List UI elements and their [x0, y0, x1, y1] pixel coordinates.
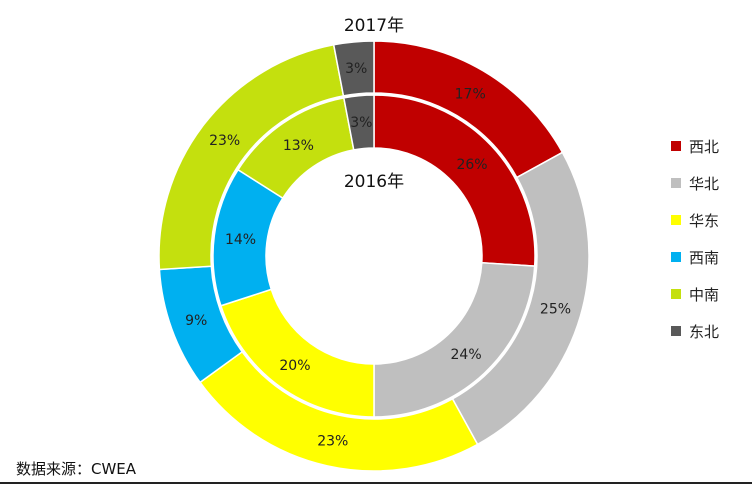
- legend-label: 西北: [689, 138, 719, 156]
- outer-data-label: 25%: [540, 302, 571, 318]
- inner-slice-5: [342, 94, 375, 151]
- legend-swatch: [671, 215, 681, 225]
- inner-data-label: 24%: [451, 347, 482, 363]
- outer-data-label: 9%: [185, 313, 207, 329]
- inner-data-label: 14%: [225, 232, 256, 248]
- legend-label: 西南: [689, 249, 719, 267]
- outer-data-label: 23%: [209, 133, 240, 149]
- legend-swatch: [671, 289, 681, 299]
- inner-data-label: 26%: [456, 157, 487, 173]
- legend-label: 华东: [689, 212, 719, 230]
- outer-data-label: 17%: [455, 86, 486, 102]
- outer-ring-title: 2017年: [344, 16, 404, 36]
- source-note: 数据来源：CWEA: [16, 460, 137, 478]
- legend-label: 华北: [689, 175, 719, 193]
- divider: [0, 482, 752, 484]
- legend-swatch: [671, 326, 681, 336]
- legend-swatch: [671, 141, 681, 151]
- inner-data-label: 3%: [350, 115, 372, 131]
- legend-label: 中南: [689, 286, 719, 304]
- outer-data-label: 3%: [345, 61, 367, 77]
- inner-data-label: 13%: [283, 138, 314, 154]
- legend-swatch: [671, 252, 681, 262]
- inner-data-label: 20%: [279, 358, 310, 374]
- inner-ring-title: 2016年: [344, 172, 404, 192]
- legend-label: 东北: [689, 323, 719, 341]
- legend-swatch: [671, 178, 681, 188]
- outer-slice-5: [332, 40, 375, 97]
- outer-data-label: 23%: [317, 433, 348, 449]
